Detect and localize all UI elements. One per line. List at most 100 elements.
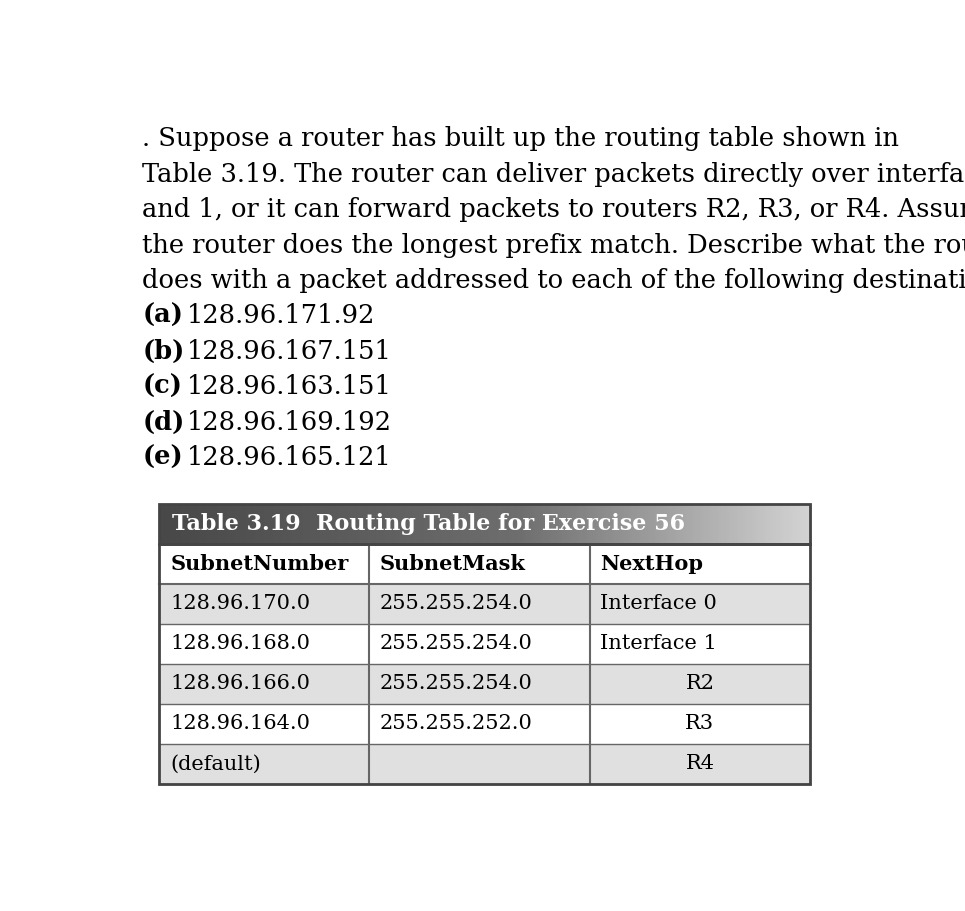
Bar [676,504,679,544]
Bar [498,504,501,544]
Bar [689,504,692,544]
Bar [595,504,599,544]
Bar [704,504,707,544]
Text: (default): (default) [170,754,261,773]
Bar [487,504,490,544]
Bar [574,504,577,544]
Bar [296,504,299,544]
Bar [316,504,319,544]
Text: (d): (d) [142,410,184,435]
Bar [159,504,163,544]
Bar [517,504,521,544]
Bar [376,504,379,544]
Bar [192,504,195,544]
Bar [199,504,202,544]
Bar [550,504,553,544]
Bar [708,504,712,544]
Bar [646,504,648,544]
Bar [776,504,779,544]
Bar [396,504,400,544]
Bar [355,504,358,544]
Bar [344,504,347,544]
Bar [604,504,608,544]
Bar [220,504,224,544]
Bar [774,504,777,544]
Bar [474,504,478,544]
Bar [539,504,542,544]
Text: Interface 1: Interface 1 [600,634,717,653]
Bar [620,504,622,544]
Bar [672,504,675,544]
Bar [286,504,289,544]
Bar [342,504,345,544]
Bar [691,504,695,544]
Bar [639,504,643,544]
Bar [248,504,252,544]
Bar [623,504,627,544]
Bar [635,504,638,544]
Bar [693,504,697,544]
Bar [674,504,677,544]
Bar [510,504,514,544]
Bar [800,504,803,544]
Bar [500,504,504,544]
Bar [557,504,560,544]
Bar [216,504,219,544]
Bar [257,504,261,544]
Bar [515,504,518,544]
Bar [262,504,264,544]
Bar [654,504,657,544]
Text: 128.96.170.0: 128.96.170.0 [170,594,311,613]
Bar [392,504,395,544]
Bar [502,504,506,544]
Bar [207,504,210,544]
Bar [743,504,747,544]
Bar [229,504,233,544]
Bar [615,504,619,544]
Bar [168,504,172,544]
Bar [531,504,534,544]
Bar [329,504,332,544]
Bar [272,504,276,544]
Bar [331,504,334,544]
Bar [726,504,730,544]
Bar [387,504,391,544]
Bar [769,504,772,544]
Bar [482,504,486,544]
Bar [783,504,786,544]
Bar [809,504,812,544]
Bar [522,504,525,544]
Bar [170,504,174,544]
Bar [166,504,169,544]
Bar [290,504,293,544]
Bar [802,504,805,544]
Bar [481,504,483,544]
Bar [159,544,811,783]
Bar [173,504,176,544]
Text: 128.96.169.192: 128.96.169.192 [187,410,393,435]
Bar [533,504,536,544]
Bar [209,504,212,544]
Bar [637,504,640,544]
Bar [225,504,228,544]
Bar [611,504,614,544]
Text: 128.96.164.0: 128.96.164.0 [170,714,310,733]
Bar [648,504,651,544]
Text: R2: R2 [685,674,714,693]
Bar [402,504,405,544]
Bar [545,504,549,544]
Bar [667,504,671,544]
Bar [326,504,330,544]
Bar [348,504,351,544]
Bar [797,504,801,544]
Bar [609,504,612,544]
Bar [632,504,636,544]
Bar [537,504,540,544]
Bar [246,504,250,544]
Bar [578,504,582,544]
Bar [179,504,182,544]
Bar [428,504,431,544]
Bar [383,504,386,544]
Bar [543,504,547,544]
Bar [227,504,230,544]
